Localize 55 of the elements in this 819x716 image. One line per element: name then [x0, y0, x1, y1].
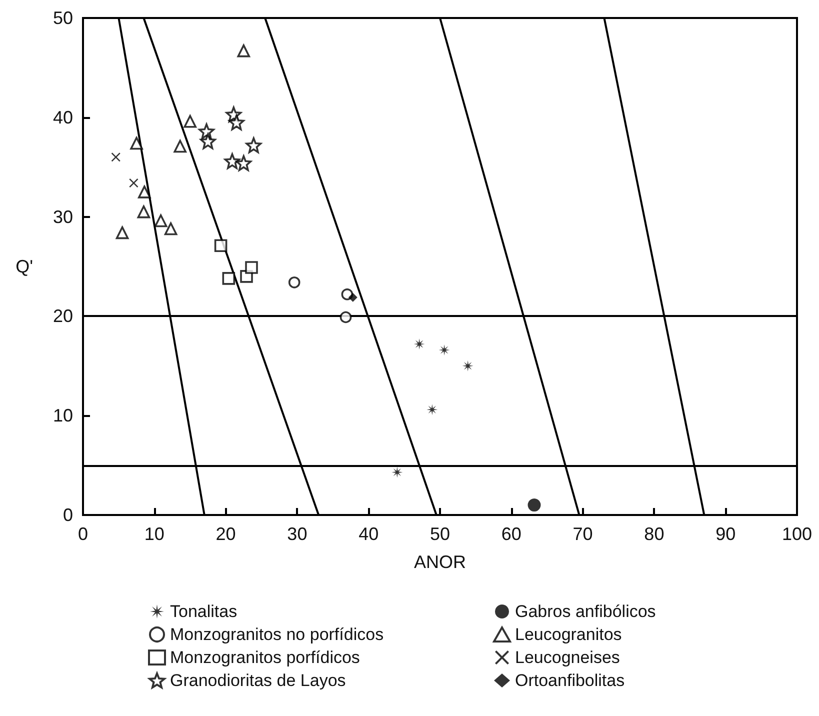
- legend-label: Ortoanfibolitas: [515, 671, 625, 690]
- legend-label: Gabros anfibólicos: [515, 602, 656, 621]
- point: [137, 205, 150, 218]
- point: [214, 239, 228, 252]
- y-tick-label: 30: [52, 206, 73, 227]
- point: [236, 155, 252, 172]
- point: [245, 261, 258, 274]
- legend-label: Tonalitas: [170, 602, 238, 621]
- y-tick-label: 0: [62, 505, 73, 525]
- y-tick-label: 50: [52, 8, 73, 28]
- point: [111, 152, 120, 162]
- legend-label: Monzogranitos no porfídicos: [170, 625, 384, 644]
- point: [392, 466, 403, 478]
- point: [414, 338, 425, 350]
- point: [426, 404, 438, 416]
- x-tick-label: 0: [78, 524, 88, 544]
- x-tick-label: 80: [644, 524, 664, 544]
- x-tick-label: 70: [572, 524, 593, 544]
- y-tick-label: 40: [52, 107, 73, 128]
- point: [222, 272, 236, 285]
- x-tick-label: 100: [782, 524, 812, 544]
- point: [348, 292, 358, 302]
- point: [528, 498, 541, 512]
- point: [130, 136, 143, 150]
- legend-label: Granodioritas de Layos: [170, 671, 346, 690]
- point: [129, 178, 138, 188]
- point: [116, 226, 129, 240]
- point: [237, 44, 250, 58]
- point: [200, 133, 216, 150]
- x-tick-label: 90: [716, 524, 736, 544]
- x-tick-label: 30: [287, 524, 308, 544]
- legend-label: Leucogneises: [515, 648, 620, 667]
- point: [184, 114, 196, 128]
- point: [164, 222, 178, 236]
- legend-label: Monzogranitos porfídicos: [170, 648, 360, 667]
- point: [438, 344, 450, 356]
- x-tick-label: 40: [358, 524, 379, 544]
- x-tick-label: 60: [501, 524, 522, 544]
- point: [224, 153, 240, 170]
- x-tick-label: 50: [430, 524, 450, 544]
- point: [154, 214, 168, 228]
- point: [462, 360, 474, 372]
- legend-label: Leucogranitos: [515, 625, 622, 644]
- y-tick-label: 10: [52, 406, 73, 426]
- x-tick-label: 20: [216, 524, 236, 544]
- point: [288, 276, 300, 288]
- x-axis-title: ANOR: [414, 552, 466, 572]
- point: [340, 311, 352, 324]
- point: [138, 186, 151, 198]
- y-axis-title: Q': [16, 256, 33, 276]
- point: [246, 137, 262, 154]
- x-tick-label: 10: [144, 524, 164, 544]
- point: [174, 140, 187, 153]
- point: [228, 114, 244, 130]
- y-tick-label: 20: [52, 306, 73, 326]
